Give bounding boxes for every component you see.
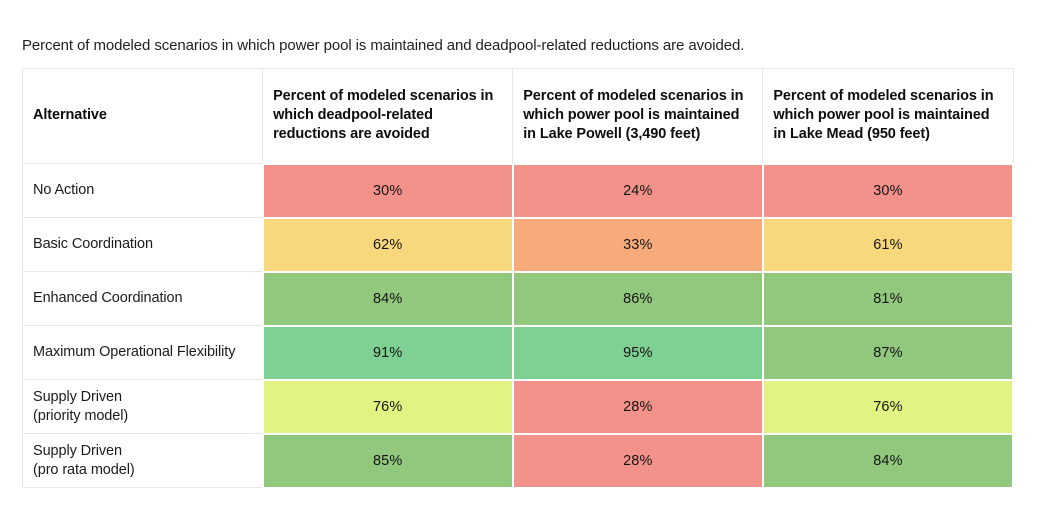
table-row-supply-driven-pro-rata: Supply Driven (pro rata model) 85% 28% 8… (21, 432, 1015, 489)
column-header-lake-powell: Percent of modeled scenarios in which po… (512, 68, 764, 164)
table-row-maximum-operational-flexibility: Maximum Operational Flexibility 91% 95% … (21, 324, 1015, 381)
value-cell: 24% (511, 162, 764, 219)
column-header-alternative: Alternative (21, 68, 264, 164)
value-cell: 85% (261, 432, 514, 489)
row-label: Maximum Operational Flexibility (21, 325, 264, 380)
row-label: No Action (21, 163, 264, 218)
row-label: Basic Coordination (21, 217, 264, 272)
value-cell: 62% (261, 216, 514, 273)
value-cell: 28% (511, 432, 764, 489)
value-cell: 76% (761, 378, 1015, 435)
column-header-lake-mead: Percent of modeled scenarios in which po… (762, 68, 1014, 164)
value-cell: 28% (511, 378, 764, 435)
table-row-basic-coordination: Basic Coordination 62% 33% 61% (21, 216, 1015, 273)
value-cell: 30% (761, 162, 1015, 219)
header-row: Alternative Percent of modeled scenarios… (21, 68, 1014, 164)
column-header-deadpool-avoided: Percent of modeled scenarios in which de… (262, 68, 514, 164)
row-label: Enhanced Coordination (21, 271, 264, 326)
alternatives-comparison-table: Alternative Percent of modeled scenarios… (21, 68, 1015, 489)
value-cell: 61% (761, 216, 1015, 273)
value-cell: 76% (261, 378, 514, 435)
value-cell: 30% (261, 162, 514, 219)
value-cell: 33% (511, 216, 764, 273)
table-row-enhanced-coordination: Enhanced Coordination 84% 86% 81% (21, 270, 1015, 327)
value-cell: 84% (261, 270, 514, 327)
row-label: Supply Driven (pro rata model) (21, 433, 264, 488)
table-row-no-action: No Action 30% 24% 30% (21, 162, 1015, 219)
value-cell: 91% (261, 324, 514, 381)
table-row-supply-driven-priority: Supply Driven (priority model) 76% 28% 7… (21, 378, 1015, 435)
value-cell: 86% (511, 270, 764, 327)
value-cell: 87% (761, 324, 1015, 381)
value-cell: 95% (511, 324, 764, 381)
value-cell: 84% (761, 432, 1015, 489)
table-body: No Action 30% 24% 30% Basic Coordination… (21, 162, 1015, 489)
value-cell: 81% (761, 270, 1015, 327)
row-label: Supply Driven (priority model) (21, 379, 264, 434)
figure-title: Percent of modeled scenarios in which po… (22, 37, 745, 54)
